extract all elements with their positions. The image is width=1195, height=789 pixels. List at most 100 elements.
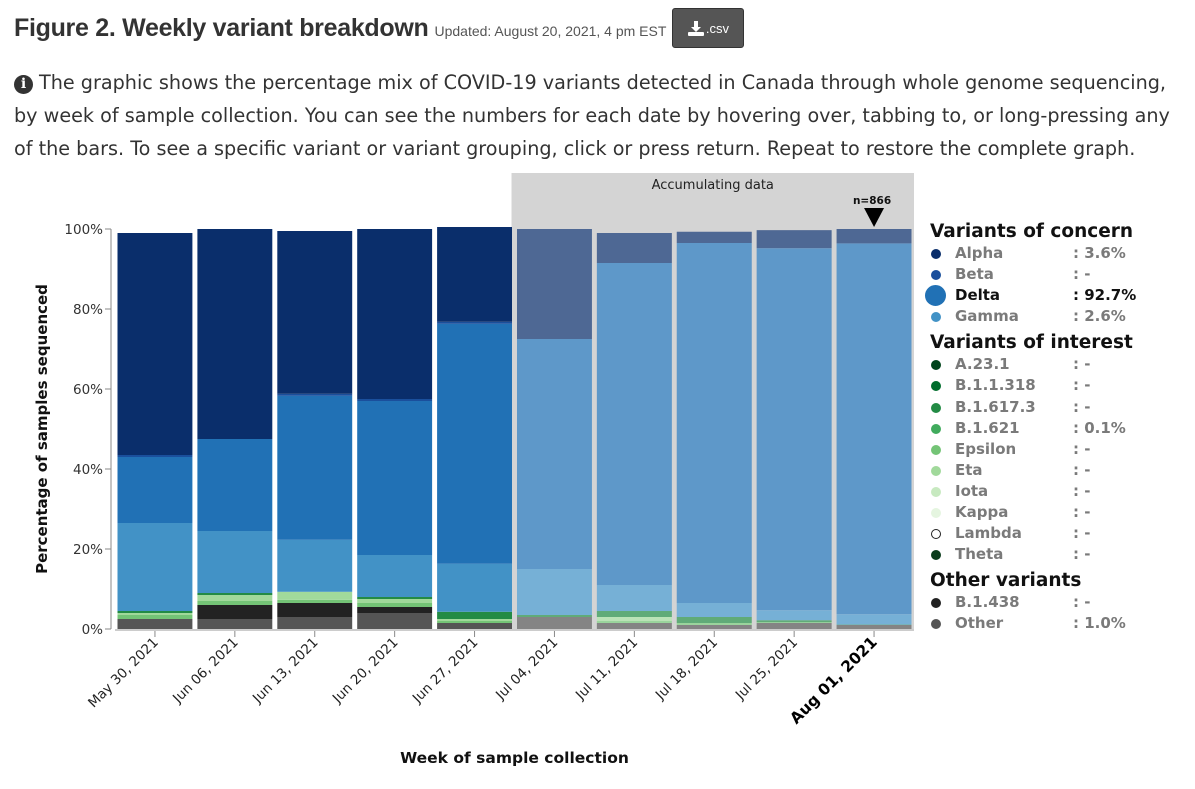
bar-2[interactable] — [277, 231, 353, 629]
legend-item-a-23-1[interactable]: A.23.1: - — [924, 354, 1184, 375]
bar-segment-b-1-621[interactable] — [357, 597, 433, 599]
bar-segment-b-1-621[interactable] — [437, 611, 512, 619]
bar-segment-delta[interactable] — [277, 395, 353, 540]
bar-segment-alpha[interactable] — [197, 229, 273, 439]
bar-segment-alpha[interactable] — [836, 229, 912, 244]
bar-6[interactable] — [596, 233, 672, 629]
legend-item-theta[interactable]: Theta: - — [924, 544, 1184, 565]
bar-segment-epsilon[interactable] — [676, 623, 752, 625]
bar-segment-other[interactable] — [437, 623, 512, 629]
bar-segment-gamma[interactable] — [277, 539, 353, 592]
download-csv-button[interactable]: .csv — [672, 8, 745, 48]
bar-segment-other[interactable] — [357, 613, 433, 629]
legend-item-b-1-621[interactable]: B.1.621: 0.1% — [924, 418, 1184, 439]
bar-segment-delta[interactable] — [756, 248, 832, 611]
legend-item-b-1-1-318[interactable]: B.1.1.318: - — [924, 375, 1184, 396]
bar-7[interactable] — [676, 231, 752, 630]
bar-segment-eta[interactable] — [197, 595, 273, 601]
bar-segment-delta[interactable] — [437, 323, 512, 564]
bar-segment-other[interactable] — [517, 617, 592, 629]
bar-segment-eta[interactable] — [596, 617, 672, 621]
legend-group-title[interactable]: Other variants — [930, 570, 1082, 592]
bar-segment-epsilon[interactable] — [197, 601, 273, 605]
bar-segment-other[interactable] — [836, 625, 912, 629]
bar-segment-gamma[interactable] — [836, 614, 912, 625]
legend-item-alpha[interactable]: Alpha: 3.6% — [924, 243, 1184, 264]
bar-segment-gamma[interactable] — [676, 603, 752, 617]
bar-segment-eta[interactable] — [117, 613, 193, 615]
bar-segment-b-1-438[interactable] — [197, 605, 273, 619]
bar-segment-b-1-621[interactable] — [197, 593, 273, 595]
bar-segment-epsilon[interactable] — [117, 615, 193, 619]
bar-5[interactable] — [517, 229, 592, 629]
bar-segment-alpha[interactable] — [357, 229, 433, 399]
bar-segment-delta[interactable] — [596, 263, 672, 585]
bar-9[interactable] — [836, 229, 912, 629]
bar-segment-epsilon[interactable] — [357, 603, 433, 607]
bar-segment-gamma[interactable] — [117, 523, 193, 611]
bar-3[interactable] — [357, 229, 433, 629]
bar-segment-b-1-621[interactable] — [517, 615, 592, 617]
bar-segment-delta[interactable] — [357, 401, 433, 555]
bar-segment-delta[interactable] — [836, 243, 912, 615]
bar-segment-b-1-621[interactable] — [756, 620, 832, 623]
bar-segment-alpha[interactable] — [437, 227, 512, 322]
bar-8[interactable] — [756, 230, 832, 629]
bar-segment-delta[interactable] — [117, 457, 193, 523]
bar-segment-delta[interactable] — [676, 243, 752, 603]
bar-segment-other[interactable] — [277, 617, 353, 629]
bar-segment-epsilon[interactable] — [756, 622, 832, 623]
bar-segment-delta[interactable] — [197, 439, 273, 531]
bar-segment-b-1-621[interactable] — [596, 611, 672, 617]
bar-segment-b-1-621[interactable] — [676, 617, 752, 623]
bar-segment-other[interactable] — [596, 623, 672, 629]
bar-segment-gamma[interactable] — [197, 531, 273, 593]
bar-segment-eta[interactable] — [437, 619, 512, 621]
bar-segment-epsilon[interactable] — [437, 621, 512, 623]
bar-segment-alpha[interactable] — [676, 231, 752, 243]
bar-segment-beta[interactable] — [117, 455, 193, 457]
legend-item-b-1-617-3[interactable]: B.1.617.3: - — [924, 397, 1184, 418]
legend-group-title[interactable]: Variants of interest — [930, 332, 1133, 354]
legend-item-epsilon[interactable]: Epsilon: - — [924, 439, 1184, 460]
bar-segment-b-1-621[interactable] — [117, 611, 193, 613]
legend-item-eta[interactable]: Eta: - — [924, 460, 1184, 481]
legend-item-delta[interactable]: Delta: 92.7% — [924, 285, 1184, 307]
legend-group-title[interactable]: Variants of concern — [930, 221, 1134, 242]
bar-segment-alpha[interactable] — [277, 231, 353, 394]
bar-segment-alpha[interactable] — [117, 233, 193, 455]
bar-segment-b-1-438[interactable] — [277, 603, 353, 617]
bar-segment-beta[interactable] — [437, 321, 512, 324]
bar-segment-beta[interactable] — [357, 399, 433, 401]
bar-segment-gamma[interactable] — [756, 610, 832, 621]
bar-segment-gamma[interactable] — [517, 569, 592, 615]
bar-segment-gamma[interactable] — [596, 585, 672, 611]
legend-item-other[interactable]: Other: 1.0% — [924, 613, 1184, 634]
bar-segment-gamma[interactable] — [357, 555, 433, 597]
bar-1[interactable] — [197, 229, 273, 629]
legend-item-lambda[interactable]: Lambda: - — [924, 523, 1184, 544]
bar-segment-epsilon[interactable] — [277, 599, 353, 603]
bar-segment-other[interactable] — [197, 619, 273, 629]
legend-item-b-1-438[interactable]: B.1.438: - — [924, 592, 1184, 613]
bar-segment-other[interactable] — [756, 623, 832, 629]
bar-segment-alpha[interactable] — [596, 233, 672, 263]
legend-item-label: Theta — [955, 545, 1004, 564]
bar-segment-alpha[interactable] — [517, 229, 592, 339]
bar-segment-beta[interactable] — [277, 393, 353, 396]
bar-segment-delta[interactable] — [517, 339, 592, 569]
legend-item-beta[interactable]: Beta: - — [924, 264, 1184, 285]
bar-segment-alpha[interactable] — [756, 230, 832, 249]
bar-0[interactable] — [117, 233, 193, 629]
legend-item-gamma[interactable]: Gamma: 2.6% — [924, 306, 1184, 327]
legend-item-kappa[interactable]: Kappa: - — [924, 502, 1184, 523]
bar-segment-b-1-438[interactable] — [357, 607, 433, 613]
legend-item-iota[interactable]: Iota: - — [924, 481, 1184, 502]
bar-segment-epsilon[interactable] — [596, 621, 672, 623]
bar-segment-eta[interactable] — [277, 591, 353, 600]
bar-4[interactable] — [437, 227, 512, 629]
bar-segment-other[interactable] — [676, 625, 752, 629]
bar-segment-gamma[interactable] — [437, 563, 512, 612]
bar-segment-eta[interactable] — [357, 599, 433, 603]
bar-segment-other[interactable] — [117, 619, 193, 629]
